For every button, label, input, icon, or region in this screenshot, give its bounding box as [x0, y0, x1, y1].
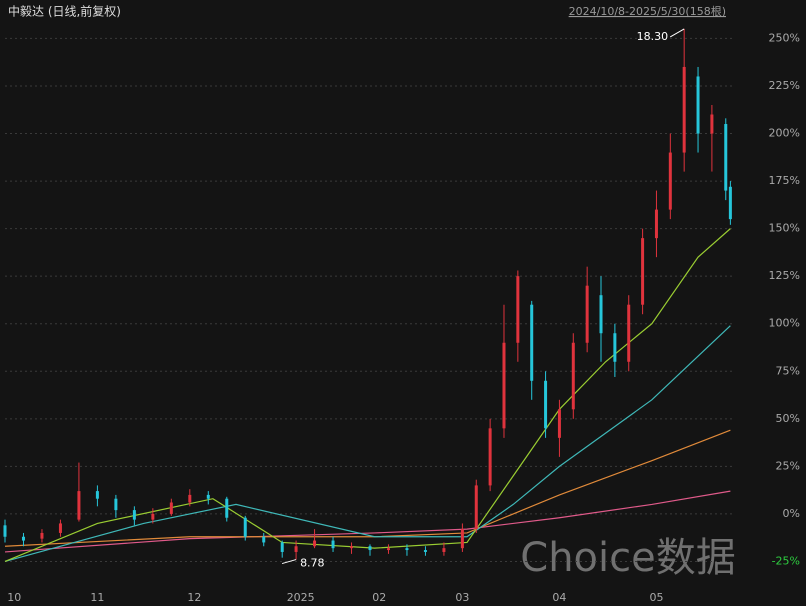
- candle-body: [654, 209, 658, 239]
- y-tick-label: 125%: [769, 269, 800, 282]
- annotation: 18.30: [637, 30, 669, 43]
- candle-body: [710, 114, 714, 134]
- y-tick-label: 75%: [776, 364, 800, 377]
- candle-body: [331, 540, 335, 549]
- candle-body: [3, 525, 7, 537]
- x-tick-label: 12: [187, 591, 201, 604]
- candle-body: [474, 485, 478, 530]
- x-tick-label: 02: [372, 591, 386, 604]
- candle-body: [77, 491, 81, 520]
- candle-body: [442, 548, 446, 552]
- candle-body: [188, 494, 192, 503]
- candle-body: [668, 152, 672, 210]
- y-tick-label: 150%: [769, 222, 800, 235]
- x-tick-label: 04: [552, 591, 566, 604]
- candle-body: [488, 428, 492, 486]
- candle-body: [460, 529, 464, 549]
- candle-body: [294, 546, 298, 552]
- y-tick-label: 225%: [769, 79, 800, 92]
- candle-body: [95, 491, 99, 499]
- moving-average: [4, 429, 731, 547]
- candle-body: [225, 498, 229, 518]
- candle-body: [696, 76, 700, 134]
- candle-body: [502, 342, 506, 429]
- candle-body: [132, 510, 136, 520]
- candle-body: [627, 304, 631, 362]
- annotation: 8.78: [300, 557, 325, 570]
- y-tick-label: 0%: [783, 507, 800, 520]
- candle-body: [386, 548, 390, 551]
- candle-body: [313, 540, 317, 547]
- candle-body: [262, 536, 266, 543]
- candle-body: [405, 548, 409, 551]
- date-range: 2024/10/8-2025/5/30(158根): [569, 4, 726, 18]
- x-tick-label: 03: [455, 591, 469, 604]
- candle-body: [641, 238, 645, 305]
- moving-average: [4, 490, 731, 553]
- candle-body: [682, 66, 686, 153]
- candle-body: [530, 304, 534, 381]
- candle-body: [206, 494, 210, 499]
- y-tick-label: 25%: [776, 459, 800, 472]
- candle-body: [350, 546, 354, 549]
- x-tick-label: 2025: [287, 591, 315, 604]
- x-tick-label: 05: [649, 591, 663, 604]
- x-tick-label: 10: [7, 591, 21, 604]
- candle-body: [613, 333, 617, 362]
- moving-average: [4, 228, 731, 563]
- candle-body: [169, 502, 173, 514]
- y-tick-label: 250%: [769, 31, 800, 44]
- y-tick-label: 50%: [776, 412, 800, 425]
- y-tick-label: 200%: [769, 127, 800, 140]
- annotation-arrow: [669, 28, 685, 38]
- moving-average: [4, 325, 731, 563]
- candle-body: [21, 536, 25, 541]
- candle-body: [243, 517, 247, 537]
- candle-body: [585, 285, 589, 343]
- candle-body: [58, 523, 62, 533]
- candle-body: [423, 550, 427, 552]
- annotation-arrow: [281, 559, 297, 565]
- candle-body: [40, 532, 44, 539]
- y-tick-label: 175%: [769, 174, 800, 187]
- candle-body: [151, 513, 155, 520]
- candle-body: [728, 186, 732, 220]
- candle-body: [599, 295, 603, 334]
- y-tick-label: -25%: [772, 554, 800, 567]
- candle-body: [724, 124, 728, 191]
- y-tick-label: 100%: [769, 317, 800, 330]
- candle-body: [557, 409, 561, 438]
- candle-body: [368, 546, 372, 551]
- candle-body: [571, 342, 575, 410]
- candle-body: [516, 276, 520, 343]
- x-tick-label: 11: [90, 591, 104, 604]
- chart-title: 中毅达 (日线,前复权): [8, 4, 121, 19]
- candle-body: [280, 542, 284, 552]
- candle-body: [544, 380, 548, 429]
- candle-body: [114, 498, 118, 511]
- watermark: Choice数据: [520, 535, 735, 581]
